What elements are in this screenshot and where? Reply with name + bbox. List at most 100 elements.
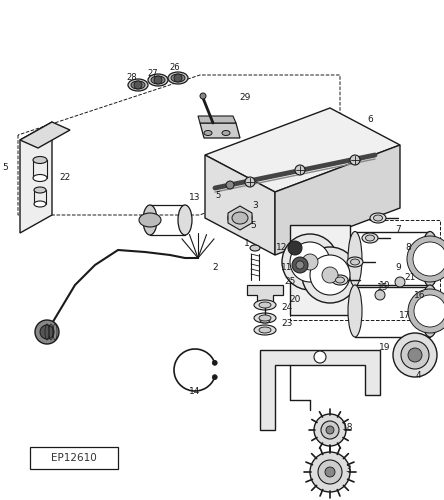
Ellipse shape <box>228 209 252 227</box>
Circle shape <box>40 325 54 339</box>
Polygon shape <box>275 145 400 255</box>
Circle shape <box>302 247 358 303</box>
Circle shape <box>154 76 162 84</box>
Ellipse shape <box>348 232 362 286</box>
Circle shape <box>245 177 255 187</box>
Circle shape <box>310 255 350 295</box>
Ellipse shape <box>204 130 212 136</box>
Circle shape <box>408 289 444 333</box>
Polygon shape <box>260 350 380 430</box>
Circle shape <box>322 267 338 283</box>
Circle shape <box>200 93 206 99</box>
Text: 24: 24 <box>281 304 293 312</box>
Circle shape <box>375 290 385 300</box>
Circle shape <box>35 320 59 344</box>
Circle shape <box>288 241 302 255</box>
Ellipse shape <box>250 245 260 251</box>
Ellipse shape <box>365 235 374 241</box>
Circle shape <box>314 351 326 363</box>
Circle shape <box>407 236 444 282</box>
Ellipse shape <box>373 215 382 221</box>
Ellipse shape <box>143 205 157 235</box>
Ellipse shape <box>33 156 47 164</box>
Ellipse shape <box>259 327 271 333</box>
Text: 7: 7 <box>395 226 401 234</box>
Ellipse shape <box>151 76 165 84</box>
Circle shape <box>134 81 142 89</box>
Text: 8: 8 <box>405 244 411 252</box>
Text: 29: 29 <box>239 94 251 102</box>
Circle shape <box>413 242 444 276</box>
Text: 26: 26 <box>170 64 180 72</box>
Ellipse shape <box>254 325 276 335</box>
Text: 4: 4 <box>415 370 421 380</box>
Ellipse shape <box>362 233 378 243</box>
Polygon shape <box>205 108 400 192</box>
Ellipse shape <box>148 74 168 86</box>
Ellipse shape <box>350 259 360 265</box>
Ellipse shape <box>348 285 362 337</box>
Circle shape <box>295 165 305 175</box>
Text: 12: 12 <box>276 244 288 252</box>
Text: 14: 14 <box>189 388 201 396</box>
Text: 1: 1 <box>244 240 250 248</box>
Polygon shape <box>228 206 252 230</box>
Text: 20: 20 <box>289 296 301 304</box>
Ellipse shape <box>128 79 148 91</box>
Ellipse shape <box>232 212 248 224</box>
Ellipse shape <box>370 213 386 223</box>
Text: 13: 13 <box>189 194 201 202</box>
Ellipse shape <box>168 72 188 84</box>
Text: 5: 5 <box>2 164 8 172</box>
Polygon shape <box>20 122 52 233</box>
Text: 22: 22 <box>59 174 71 182</box>
Ellipse shape <box>421 232 439 286</box>
Circle shape <box>292 257 308 273</box>
Ellipse shape <box>139 213 161 227</box>
Polygon shape <box>200 123 240 138</box>
Polygon shape <box>20 122 70 148</box>
Circle shape <box>408 348 422 362</box>
Text: 3: 3 <box>345 466 351 474</box>
Circle shape <box>414 295 444 327</box>
Circle shape <box>401 341 429 369</box>
Circle shape <box>314 414 346 446</box>
Text: 23: 23 <box>281 318 293 328</box>
Circle shape <box>395 277 405 287</box>
Polygon shape <box>290 225 350 315</box>
Ellipse shape <box>336 277 345 283</box>
Circle shape <box>226 181 234 189</box>
Circle shape <box>302 254 318 270</box>
Text: 27: 27 <box>148 68 159 78</box>
Ellipse shape <box>33 174 47 182</box>
Text: 16: 16 <box>414 290 426 300</box>
Text: 21: 21 <box>404 274 416 282</box>
Text: 19: 19 <box>379 344 391 352</box>
Text: 5: 5 <box>215 190 221 200</box>
Ellipse shape <box>332 275 348 285</box>
Circle shape <box>290 242 330 282</box>
Text: 10: 10 <box>379 280 391 289</box>
Text: 17: 17 <box>399 310 411 320</box>
Text: 3: 3 <box>252 200 258 209</box>
Circle shape <box>326 426 334 434</box>
Ellipse shape <box>131 81 145 89</box>
Ellipse shape <box>260 317 270 323</box>
Text: 18: 18 <box>342 424 354 432</box>
Polygon shape <box>198 116 236 123</box>
Circle shape <box>212 360 217 366</box>
Text: 5: 5 <box>250 220 256 230</box>
Text: 25: 25 <box>284 278 296 286</box>
Circle shape <box>310 452 350 492</box>
Circle shape <box>212 374 217 380</box>
Ellipse shape <box>171 74 185 82</box>
Ellipse shape <box>34 187 46 193</box>
Bar <box>30 447 118 469</box>
Ellipse shape <box>34 201 46 207</box>
Circle shape <box>350 155 360 165</box>
Circle shape <box>174 74 182 82</box>
Ellipse shape <box>178 205 192 235</box>
Text: 6: 6 <box>367 116 373 124</box>
Circle shape <box>282 234 338 290</box>
Text: 15: 15 <box>377 284 389 292</box>
